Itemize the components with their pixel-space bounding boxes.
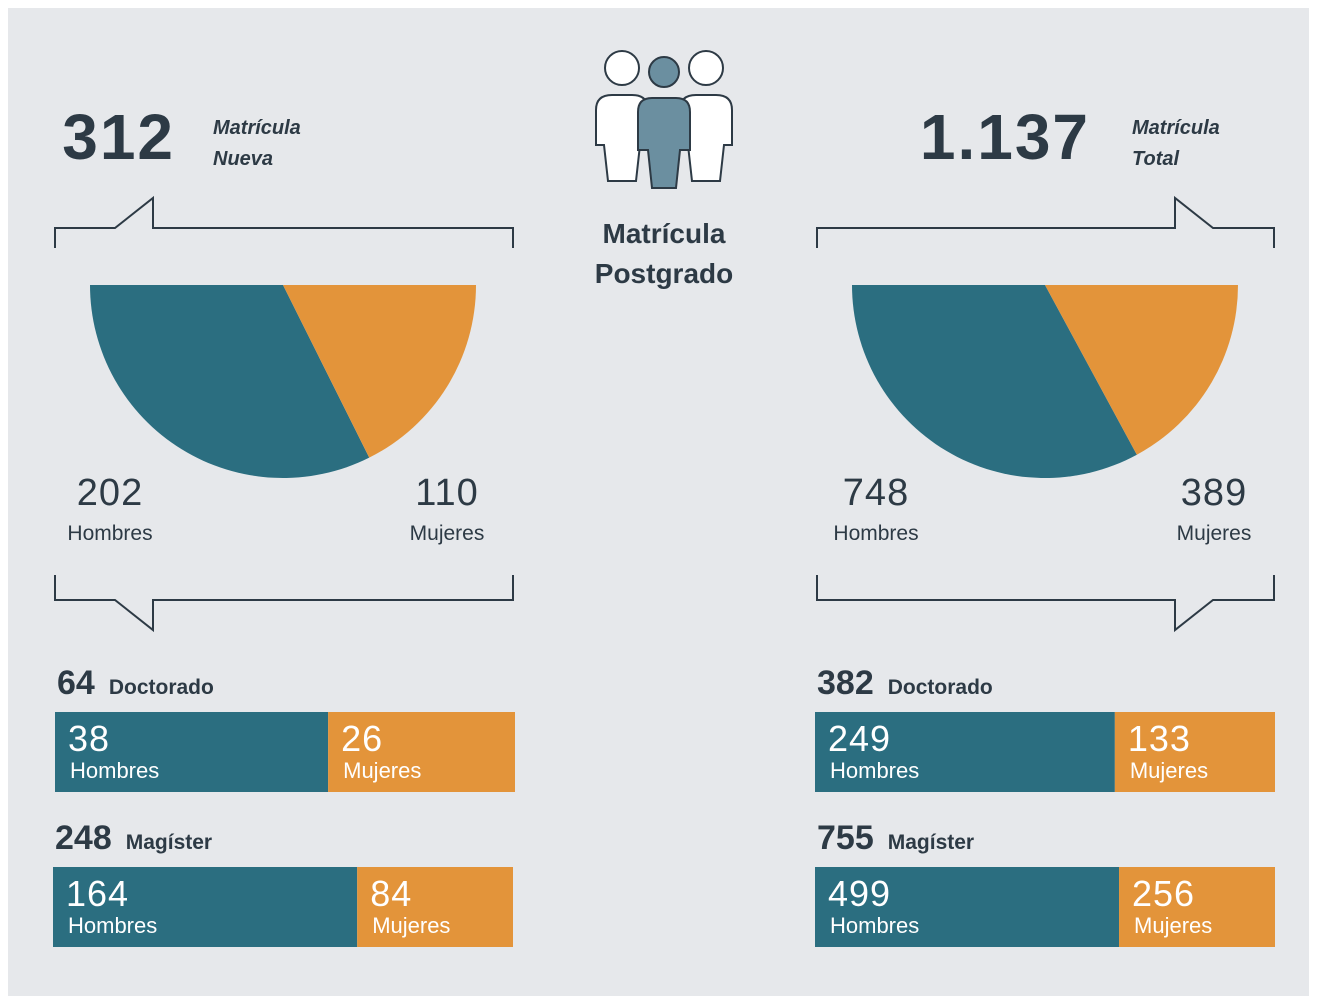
program-header: 382 Doctorado bbox=[817, 664, 993, 703]
bar-segment bbox=[1114, 712, 1275, 792]
men-value: 202 bbox=[76, 472, 144, 514]
men-label: Hombres bbox=[833, 522, 919, 545]
bar-value: 164 bbox=[66, 873, 130, 914]
bar-label: Mujeres bbox=[1134, 913, 1213, 938]
women-label: Mujeres bbox=[409, 522, 485, 545]
program-header: 755 Magíster bbox=[817, 819, 974, 858]
bracket bbox=[816, 575, 1275, 633]
bar-segment bbox=[815, 867, 1120, 947]
bar-segment bbox=[1119, 867, 1275, 947]
program-total: 248 bbox=[55, 819, 112, 857]
program-name: Magíster bbox=[887, 831, 975, 854]
women-label: Mujeres bbox=[1176, 522, 1252, 545]
bracket bbox=[816, 195, 1275, 248]
women-value: 389 bbox=[1180, 472, 1248, 514]
bar-value: 26 bbox=[341, 718, 384, 759]
pie-slice bbox=[1045, 285, 1238, 455]
people-icon bbox=[595, 50, 733, 189]
pie-slice bbox=[283, 285, 476, 458]
bar-segment bbox=[815, 712, 1115, 792]
total-number: 1.137 bbox=[919, 101, 1090, 173]
bar-value: 256 bbox=[1132, 873, 1196, 914]
men-label: Hombres bbox=[67, 522, 153, 545]
pie-slice bbox=[90, 285, 370, 478]
women-value: 110 bbox=[415, 472, 479, 514]
title: Matrícula Postgrado bbox=[594, 218, 734, 289]
bar-label: Mujeres bbox=[1129, 758, 1209, 783]
bar-value: 499 bbox=[828, 873, 892, 914]
brackets bbox=[54, 195, 1275, 633]
total-label: Matrícula Nueva bbox=[213, 117, 301, 170]
program-header: 64 Doctorado bbox=[57, 664, 214, 703]
total-number: 312 bbox=[62, 101, 175, 173]
bar-segment bbox=[328, 712, 515, 792]
program-total: 382 bbox=[817, 664, 874, 702]
bar-segment bbox=[357, 867, 513, 947]
program-total: 755 bbox=[817, 819, 874, 857]
pie-slice bbox=[852, 285, 1137, 478]
bar-label: Mujeres bbox=[343, 758, 422, 783]
total-label: Matrícula Total bbox=[1132, 117, 1220, 170]
bracket bbox=[54, 575, 514, 633]
bar-label: Hombres bbox=[68, 913, 158, 938]
men-value: 748 bbox=[842, 472, 910, 514]
bar-value: 249 bbox=[828, 718, 892, 759]
program-name: Doctorado bbox=[887, 676, 993, 699]
bar-label: Hombres bbox=[830, 913, 920, 938]
program-header: 248 Magíster bbox=[55, 819, 212, 858]
bar-label: Hombres bbox=[70, 758, 160, 783]
bar-value: 133 bbox=[1127, 718, 1191, 759]
bar-value: 84 bbox=[370, 873, 413, 914]
bar-label: Hombres bbox=[830, 758, 920, 783]
bar-segment bbox=[53, 867, 358, 947]
bar-segment bbox=[55, 712, 329, 792]
program-name: Magíster bbox=[125, 831, 213, 854]
program-name: Doctorado bbox=[108, 676, 214, 699]
program-total: 64 bbox=[57, 664, 95, 702]
bracket bbox=[54, 195, 514, 248]
bar-value: 38 bbox=[68, 718, 111, 759]
bar-label: Mujeres bbox=[372, 913, 451, 938]
